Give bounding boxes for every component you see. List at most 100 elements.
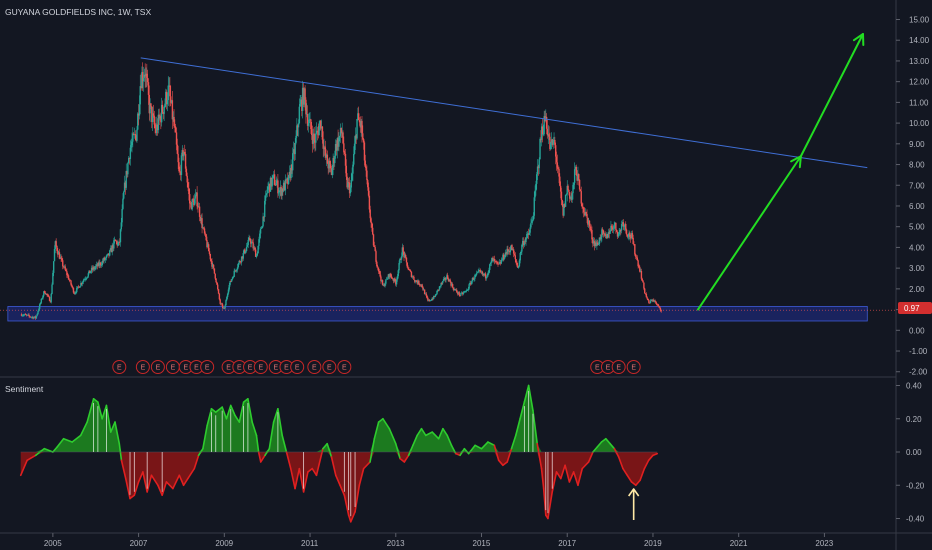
candle-body <box>292 149 295 154</box>
candle-body <box>325 149 327 158</box>
earnings-marker[interactable] <box>337 360 352 374</box>
time-tick-label: 2011 <box>301 539 319 548</box>
candle-body <box>287 175 290 184</box>
candle-body <box>510 245 512 250</box>
candle-body <box>592 239 594 244</box>
candle-body <box>122 198 124 209</box>
earnings-marker[interactable] <box>322 360 337 374</box>
candle-body <box>554 145 557 157</box>
candle-body <box>395 281 397 285</box>
candle-body <box>225 300 227 306</box>
candle-body <box>403 251 405 258</box>
candle-body <box>333 157 335 164</box>
candle-body <box>517 265 519 268</box>
candle-body <box>439 285 441 287</box>
candle-body <box>660 310 662 312</box>
sentiment-line-segment <box>600 437 607 443</box>
candle-body <box>76 287 78 293</box>
resistance-trendline[interactable] <box>140 57 868 169</box>
earnings-marker[interactable] <box>611 360 626 374</box>
candle-body <box>508 250 510 252</box>
candle-body <box>468 284 470 289</box>
candle-body <box>513 253 516 256</box>
sentiment-line-segment <box>214 406 223 413</box>
candle-body <box>362 138 365 143</box>
drawings-layer[interactable] <box>140 33 868 311</box>
candle-body <box>34 316 36 318</box>
candle-body <box>542 134 545 135</box>
candle-body <box>277 180 279 194</box>
candle-body <box>475 274 477 276</box>
candle-body <box>596 242 598 246</box>
candle-body <box>334 144 337 156</box>
sentiment-line-segment <box>542 487 547 516</box>
candle-body <box>598 237 601 245</box>
candle-body <box>625 229 628 235</box>
candle-body <box>334 155 336 164</box>
sentiment-axis[interactable]: 0.40 0.20 0.00 -0.20 -0.40 <box>896 382 925 524</box>
candle-body <box>271 179 273 187</box>
candle-body <box>128 158 130 163</box>
candle-body <box>73 292 75 295</box>
projection-arrow-head[interactable] <box>852 33 865 46</box>
earnings-marker-label: E <box>616 365 621 372</box>
candle-body <box>556 162 559 168</box>
candle-body <box>167 85 169 101</box>
candle-body <box>126 170 128 175</box>
candle-body <box>292 153 294 171</box>
candle-body <box>561 200 563 206</box>
earnings-marker[interactable] <box>307 360 322 374</box>
earnings-marker[interactable] <box>626 360 641 374</box>
candle-body <box>526 233 528 239</box>
candle-body <box>144 74 146 77</box>
candle-body <box>437 289 439 291</box>
candle-body <box>329 164 332 169</box>
candle-body <box>288 171 291 176</box>
price-tick-label: 13.00 <box>909 57 930 66</box>
candle-body <box>389 273 391 278</box>
candle-body <box>77 286 80 288</box>
projection-arrow-line[interactable] <box>799 33 864 158</box>
sentiment-line-segment <box>272 407 279 423</box>
candle-body <box>70 280 72 285</box>
candle-body <box>224 305 226 309</box>
candle-body <box>130 145 132 148</box>
candle-body <box>137 113 140 116</box>
candle-body <box>204 233 207 235</box>
candle-body <box>620 224 623 231</box>
candle-body <box>585 211 587 215</box>
earnings-marker[interactable] <box>135 360 150 374</box>
price-tick-label: -2.00 <box>909 368 928 377</box>
time-axis[interactable]: 2005 2007 2009 2011 2013 2015 2017 2019 2021 2023 <box>44 533 834 548</box>
candle-body <box>483 273 485 276</box>
candle-body <box>85 277 88 279</box>
candle-body <box>553 140 555 141</box>
sentiment-pane[interactable] <box>19 384 659 523</box>
candle-body <box>206 240 208 248</box>
candle-body <box>52 272 54 285</box>
earnings-marker[interactable] <box>290 360 305 374</box>
sentiment-marker-layer <box>628 488 640 520</box>
candle-body <box>212 264 215 269</box>
candle-body <box>658 305 660 307</box>
sentiment-area-layer <box>19 384 659 523</box>
sentiment-line-segment <box>480 441 489 450</box>
candle-body <box>81 282 83 284</box>
support-zone[interactable] <box>7 306 868 322</box>
earnings-marker[interactable] <box>200 360 215 374</box>
candle-body <box>600 237 602 240</box>
candle-body <box>382 284 385 286</box>
projection-arrow-line[interactable] <box>696 155 802 311</box>
sentiment-line-segment <box>622 467 629 477</box>
candle-body <box>316 130 319 132</box>
earnings-marker[interactable] <box>150 360 165 374</box>
earnings-marker[interactable] <box>112 360 127 374</box>
candle-body <box>592 241 595 244</box>
candle-body <box>104 258 107 260</box>
sentiment-line-segment <box>268 421 275 450</box>
earnings-marker[interactable] <box>253 360 268 374</box>
candle-body <box>453 289 456 291</box>
